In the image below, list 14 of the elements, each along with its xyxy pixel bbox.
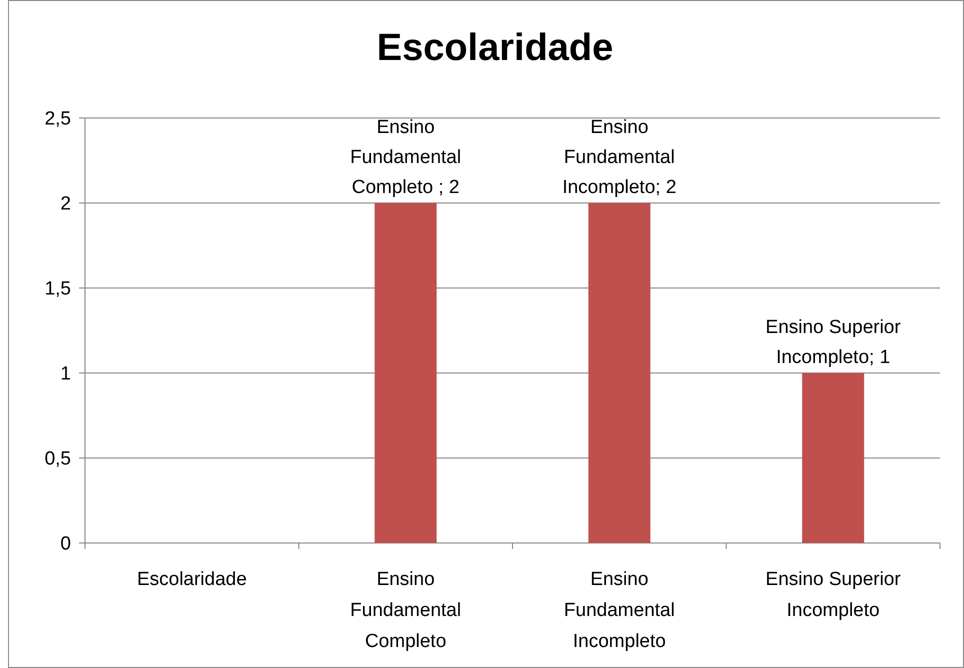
y-tick-label: 2 [60, 194, 71, 215]
data-label: Ensino Fundamental Completo ; 2 [350, 117, 462, 198]
x-tick-label: Ensino Fundamental Completo [350, 569, 462, 652]
data-label: Ensino Fundamental Incompleto; 2 [562, 117, 676, 198]
y-tick-label: 0 [60, 534, 71, 555]
data-label: Ensino Superior Incompleto; 1 [766, 317, 902, 368]
x-tick-label: Ensino Superior Incompleto [766, 569, 902, 621]
y-tick-label: 0,5 [44, 448, 71, 470]
y-tick-label: 1,5 [44, 278, 71, 300]
x-tick-label: Escolaridade [136, 569, 247, 590]
y-tick-label: 1 [60, 364, 71, 385]
y-tick-label: 2,5 [44, 108, 71, 130]
chart-title: Escolaridade [376, 27, 614, 69]
x-tick-label: Ensino Fundamental Incompleto [564, 569, 675, 652]
